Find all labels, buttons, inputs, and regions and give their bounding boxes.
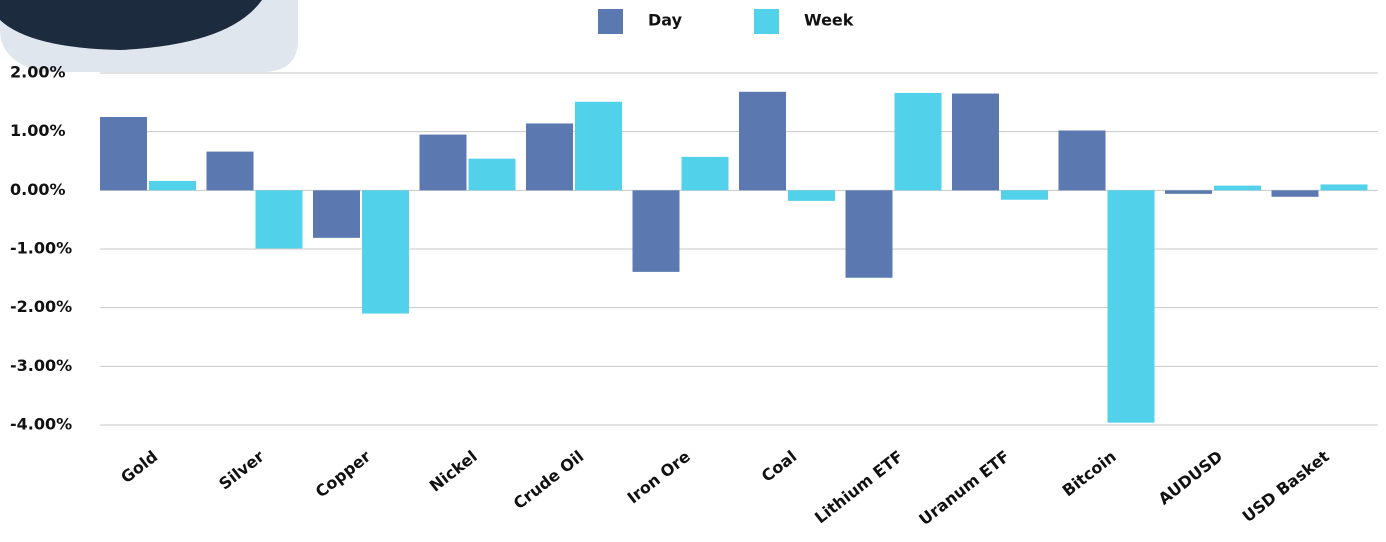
legend-swatch bbox=[598, 9, 623, 34]
y-tick-label: -1.00% bbox=[10, 239, 72, 258]
bar bbox=[1058, 130, 1106, 191]
y-tick-label: 1.00% bbox=[10, 121, 66, 140]
bar bbox=[739, 91, 786, 191]
x-tick-label: Lithium ETF bbox=[811, 447, 907, 528]
bar bbox=[1001, 190, 1048, 200]
bar bbox=[1165, 190, 1212, 194]
bar bbox=[255, 190, 303, 249]
x-tick-label: Crude Oil bbox=[510, 447, 587, 513]
y-tick-label: 0.00% bbox=[10, 180, 66, 199]
decor-badge-inner bbox=[0, 0, 262, 50]
legend-swatch bbox=[754, 9, 779, 34]
x-tick-label: Bitcoin bbox=[1059, 447, 1120, 501]
y-tick-label: -3.00% bbox=[10, 356, 72, 375]
bar bbox=[149, 180, 196, 191]
bar bbox=[1320, 184, 1368, 191]
y-tick-label: -4.00% bbox=[10, 415, 72, 434]
bar bbox=[313, 190, 360, 238]
bar bbox=[1107, 190, 1155, 423]
x-tick-label: AUDUSD bbox=[1155, 447, 1227, 509]
bar bbox=[575, 101, 622, 191]
bar bbox=[526, 123, 573, 191]
x-tick-label: Uranum ETF bbox=[915, 447, 1013, 529]
bar bbox=[632, 190, 680, 272]
x-tick-label: Iron Ore bbox=[624, 447, 694, 508]
bar bbox=[100, 117, 147, 191]
bar bbox=[419, 134, 467, 191]
bar bbox=[468, 158, 516, 191]
bar bbox=[845, 190, 893, 278]
x-tick-label: USD Basket bbox=[1239, 447, 1333, 527]
legend-label: Week bbox=[804, 11, 854, 30]
bar bbox=[894, 92, 942, 191]
legend-label: Day bbox=[648, 11, 683, 30]
bar bbox=[681, 156, 729, 191]
bar bbox=[1271, 190, 1319, 197]
bar bbox=[362, 190, 409, 314]
x-tick-label: Silver bbox=[215, 447, 267, 494]
x-tick-label: Copper bbox=[312, 447, 375, 502]
y-tick-label: -2.00% bbox=[10, 297, 72, 316]
x-tick-label: Coal bbox=[758, 447, 800, 486]
bar bbox=[206, 151, 254, 191]
bar bbox=[1214, 185, 1261, 191]
bar bbox=[788, 190, 835, 201]
bar bbox=[952, 93, 999, 191]
x-tick-label: Nickel bbox=[426, 447, 481, 496]
x-tick-label: Gold bbox=[117, 447, 161, 487]
y-tick-label: 2.00% bbox=[10, 63, 66, 82]
